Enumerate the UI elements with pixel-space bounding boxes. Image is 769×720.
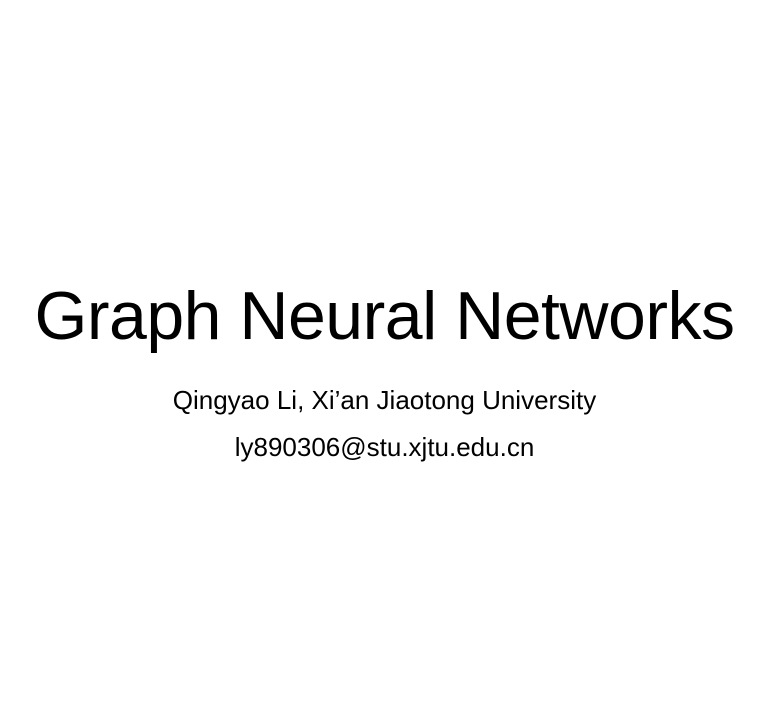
slide-title: Graph Neural Networks <box>34 278 735 354</box>
author-affiliation: Qingyao Li, Xi’an Jiaotong University <box>172 385 597 415</box>
author-email: ly890306@stu.xjtu.edu.cn <box>234 432 535 462</box>
